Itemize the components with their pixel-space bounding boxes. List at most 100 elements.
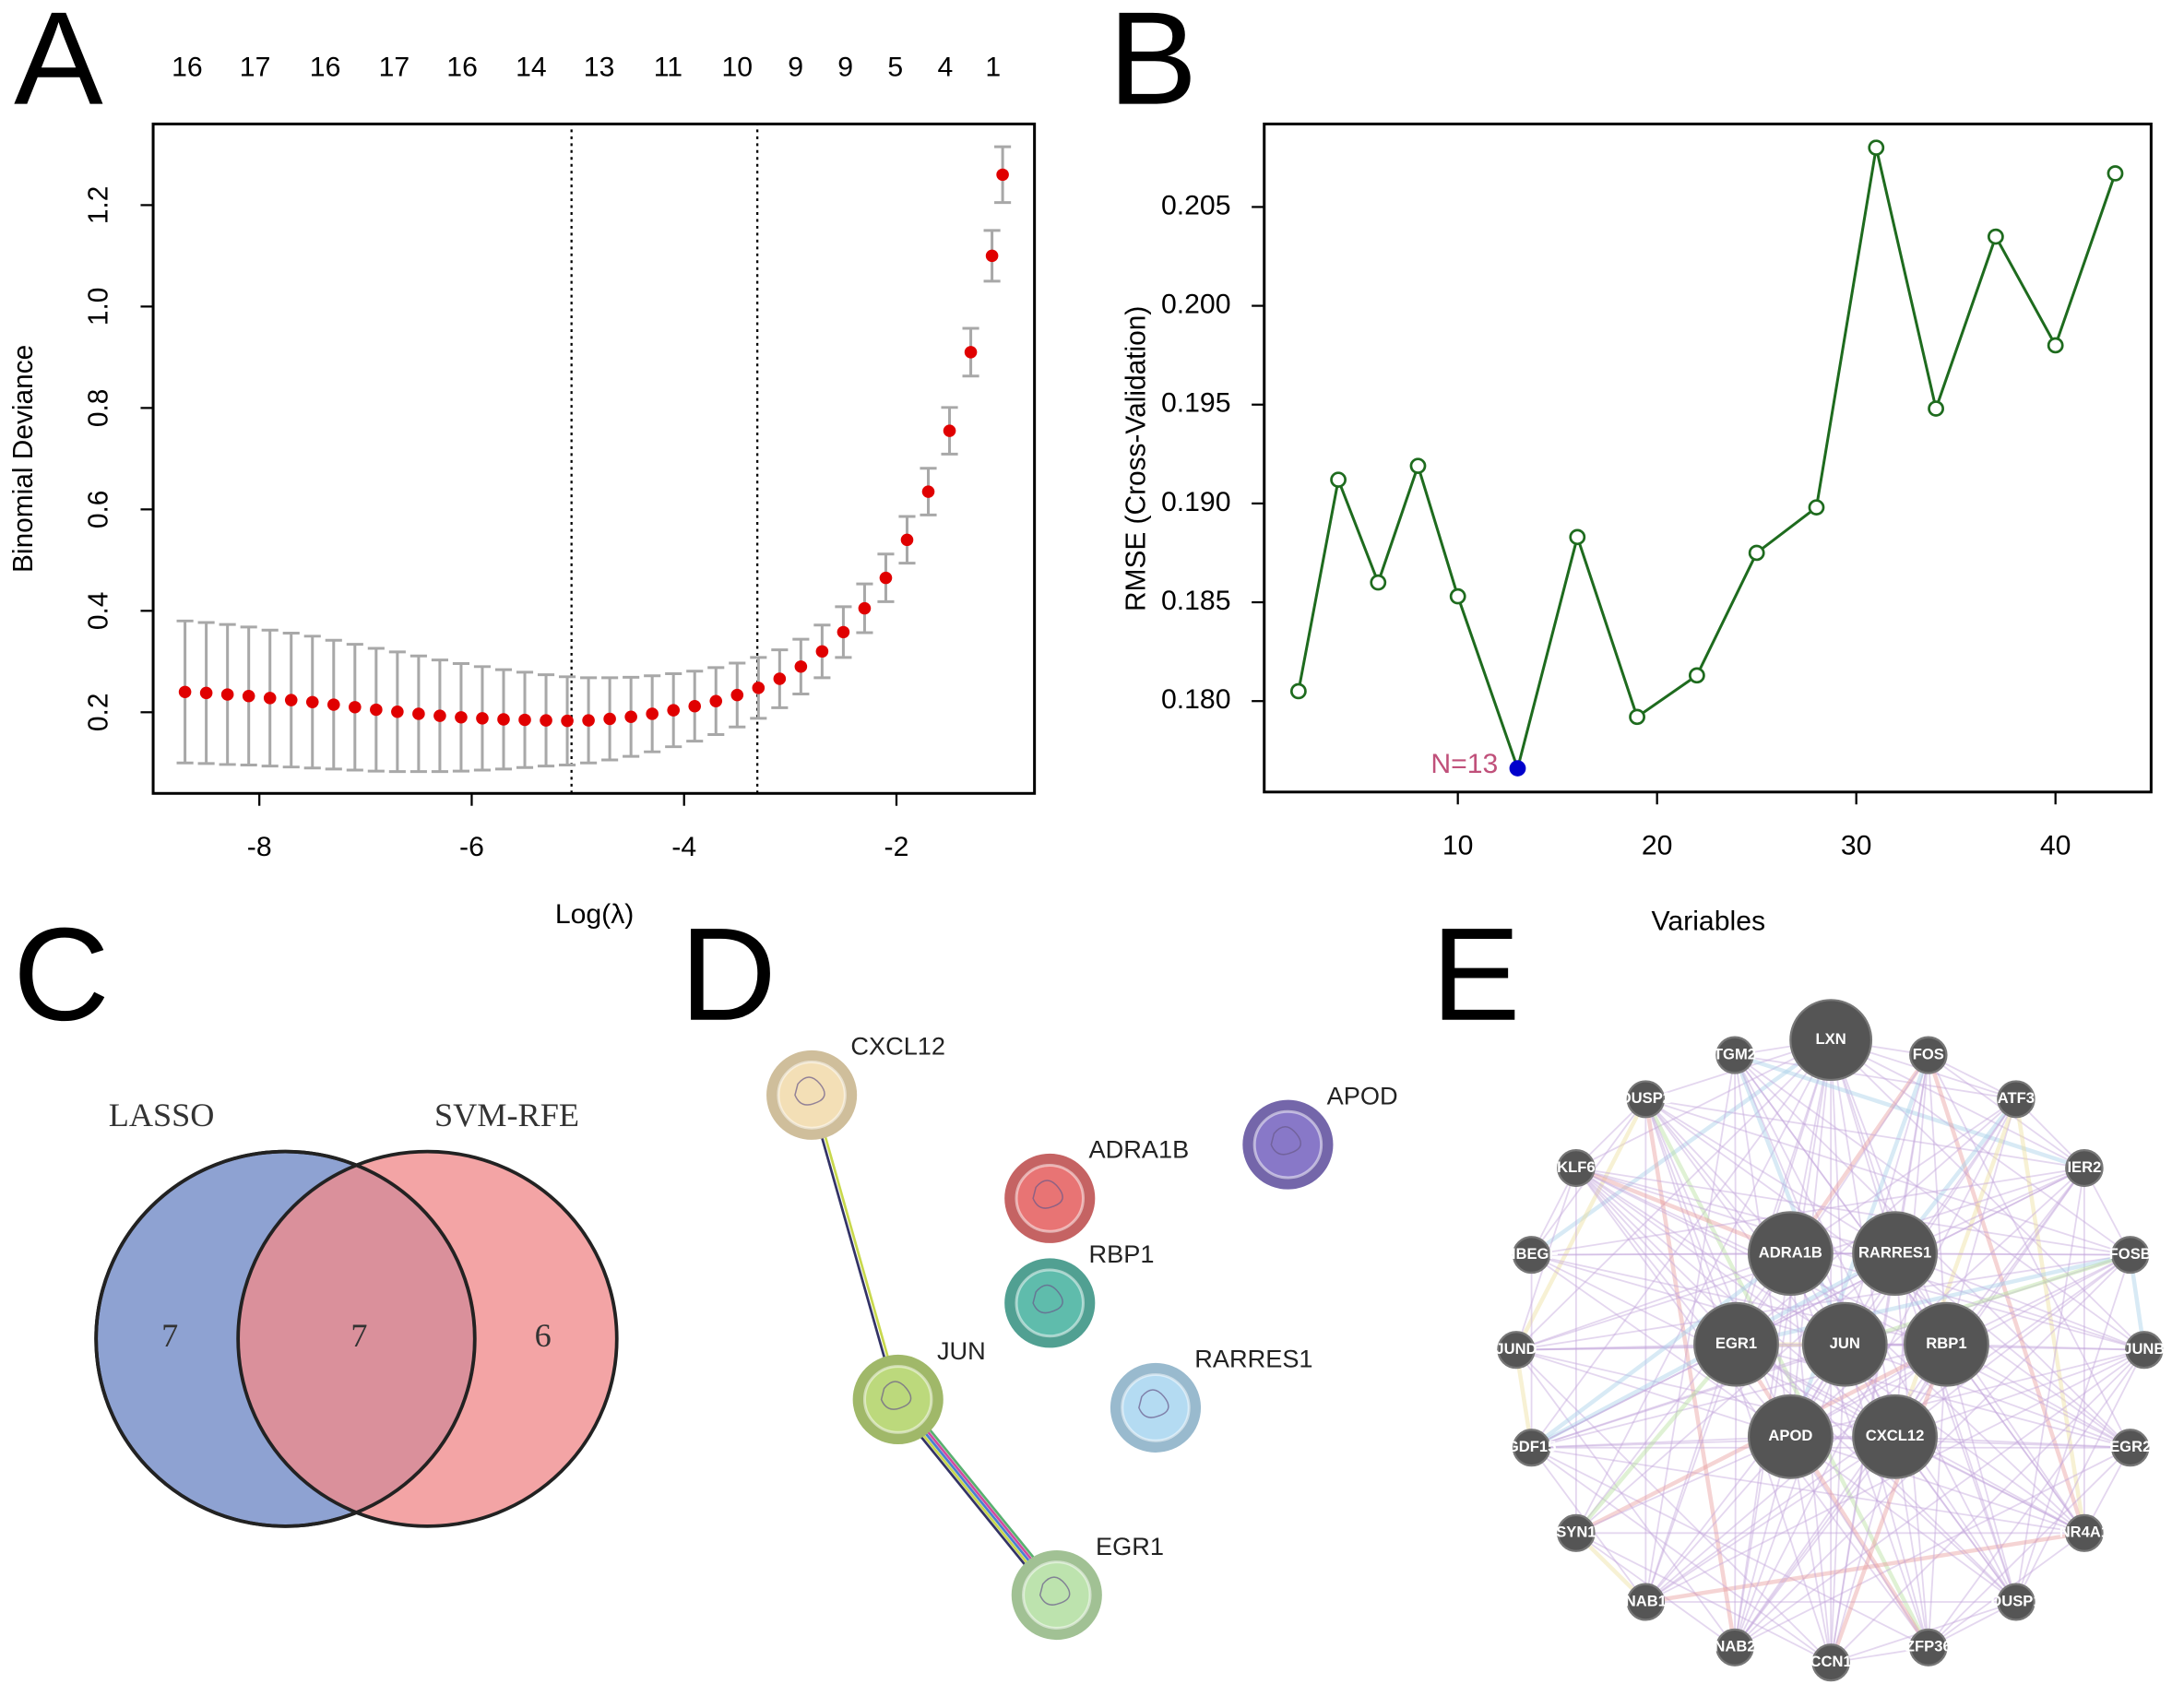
gene-edge (1830, 1039, 1948, 1346)
gene-edge (1927, 1344, 1948, 1648)
point (1748, 544, 1765, 562)
gene-edge (1734, 1039, 1833, 1648)
y-tick-label: 0.190 (1161, 487, 1231, 517)
gene-edge (1531, 1343, 1846, 1449)
gene-edge (1894, 1348, 2145, 1438)
point (1928, 400, 1944, 417)
gene-edge (1844, 1344, 2017, 1603)
x-tick-label: 10 (1442, 831, 1474, 861)
point (178, 685, 192, 699)
point (1449, 587, 1466, 605)
x-tick-label: -2 (884, 832, 909, 862)
gene-edge (1734, 1054, 1948, 1346)
gene-label: SYN1 (1556, 1524, 1596, 1541)
gene-edge (1531, 1167, 2085, 1449)
gene-edge (1531, 1446, 1929, 1649)
gene-edge (1927, 1055, 1948, 1345)
gene-edge (1893, 1252, 2085, 1534)
venn-count: 7 (161, 1317, 178, 1354)
gene-label: EGR1 (1715, 1335, 1757, 1352)
point (370, 703, 383, 717)
gene-edge (2013, 1098, 2087, 1534)
y-tick-label: 0.185 (1161, 586, 1231, 616)
point (561, 714, 574, 728)
point (752, 682, 766, 694)
gene-label: RBP1 (1926, 1335, 1966, 1352)
protein-label: ADRA1B (1089, 1136, 1190, 1164)
y-tick-label: 0.2 (84, 694, 114, 732)
gene-node (1557, 1513, 1596, 1552)
x-tick-label: -6 (459, 832, 484, 862)
gene-edge (1531, 1253, 1791, 1438)
top-tick-label: 17 (240, 53, 271, 83)
venn-outline (94, 1149, 477, 1528)
gene-edge (1734, 1344, 1846, 1648)
gene-edge (1644, 1098, 1896, 1254)
point (518, 713, 531, 727)
plot-frame (151, 122, 1037, 795)
gene-edge (1894, 1253, 2131, 1438)
point (326, 698, 340, 711)
protein-node-core (862, 1365, 933, 1434)
gene-label: NAB2 (1714, 1639, 1755, 1655)
gene-edge (1844, 1054, 1929, 1345)
gene-edge (1789, 1098, 2017, 1254)
y-tick-label: 0.195 (1161, 388, 1231, 419)
point (624, 710, 637, 723)
gene-edge (1644, 1098, 1738, 1346)
gene-edge (1734, 1348, 2145, 1649)
top-tick-label: 11 (654, 53, 682, 83)
protein-node-core (1121, 1373, 1191, 1442)
gene-edge (1531, 1435, 1895, 1449)
point (646, 707, 659, 720)
gene-label: NR4A1 (2059, 1524, 2109, 1541)
gene-edge (1894, 1252, 2145, 1351)
point (730, 688, 744, 702)
point (284, 694, 298, 706)
protein-label: EGR1 (1096, 1533, 1164, 1560)
gene-edge (1575, 1167, 2017, 1603)
panel-label: A (14, 0, 103, 132)
point (1289, 682, 1307, 700)
gene-edge (2015, 1168, 2085, 1603)
gene-node (1997, 1583, 2036, 1621)
gene-edge (1830, 1038, 2145, 1351)
protein-node-core (1015, 1268, 1085, 1338)
point (2107, 165, 2124, 182)
top-tick-label: 9 (788, 53, 803, 83)
protein-structure (1270, 1125, 1302, 1156)
gene-node (2065, 1148, 2104, 1188)
y-tick-label: 0.200 (1161, 290, 1231, 320)
point (879, 571, 893, 585)
gene-edge (1893, 1098, 2019, 1438)
point (497, 713, 510, 726)
protein-structure (1039, 1576, 1071, 1606)
gene-node (2110, 1236, 2150, 1275)
point (242, 689, 255, 703)
gene-edge (1790, 1348, 2145, 1438)
gene-edge (1734, 1344, 1948, 1648)
protein-structure (1138, 1389, 1169, 1418)
point (943, 424, 956, 437)
top-tick-label: 13 (584, 53, 615, 83)
gene-label: GDF15 (1507, 1439, 1556, 1455)
top-tick-label: 4 (938, 53, 954, 83)
protein-structure (1032, 1180, 1063, 1209)
venn-count: 7 (350, 1317, 367, 1354)
point (199, 686, 213, 700)
gene-edge (1515, 1253, 2130, 1351)
x-tick-label: 20 (1642, 831, 1673, 861)
gene-edge (1575, 1167, 1895, 1254)
gene-edge (1644, 1344, 1738, 1603)
gene-edge (1515, 1343, 1846, 1351)
gene-edge (1645, 1531, 2085, 1605)
gene-edge (1531, 1252, 1791, 1256)
gene-edge (1515, 1349, 1832, 1664)
gene-node (1909, 1628, 1948, 1666)
gene-label: EGR2 (2109, 1439, 2151, 1455)
y-tick-label: 0.205 (1161, 190, 1231, 220)
gene-edge (1845, 1343, 2144, 1351)
gene-node (1997, 1080, 2036, 1119)
gene-node (1626, 1583, 1666, 1621)
